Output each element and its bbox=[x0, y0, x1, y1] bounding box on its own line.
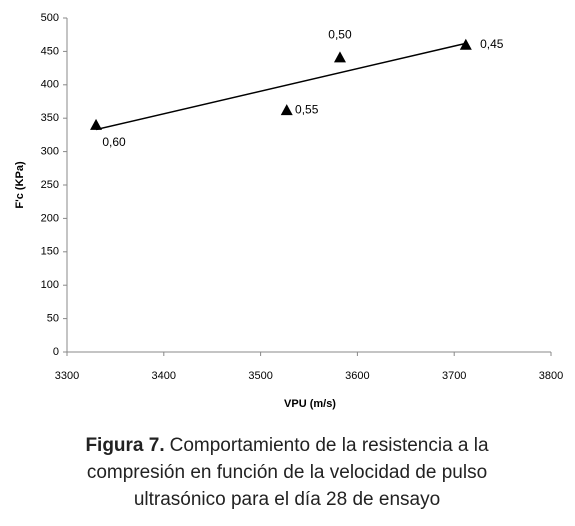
x-tick-label: 3800 bbox=[539, 370, 563, 382]
trend-line bbox=[95, 42, 466, 131]
y-tick-label: 350 bbox=[41, 112, 59, 124]
y-tick-label: 300 bbox=[41, 146, 59, 158]
caption-label: Figura 7. bbox=[85, 435, 164, 456]
y-tick-label: 0 bbox=[53, 346, 59, 358]
point bbox=[333, 51, 346, 63]
x-tick-label: 3300 bbox=[55, 370, 79, 382]
y-tick-label: 250 bbox=[41, 179, 59, 191]
point-label: 0,60 bbox=[102, 135, 126, 149]
y-axis-label: F'c (KPa) bbox=[14, 161, 26, 209]
point bbox=[280, 104, 293, 116]
point-label: 0,45 bbox=[480, 37, 504, 51]
y-tick-label: 200 bbox=[41, 212, 59, 224]
caption-line: compresión en función de la velocidad de… bbox=[87, 462, 487, 483]
caption-text: Comportamiento de la resistencia a la bbox=[170, 435, 489, 456]
caption-line: ultrasónico para el día 28 de ensayo bbox=[134, 489, 440, 510]
x-tick-label: 3400 bbox=[152, 370, 176, 382]
y-tick-label: 500 bbox=[41, 12, 59, 24]
point-label: 0,55 bbox=[295, 102, 319, 116]
y-tick-label: 450 bbox=[41, 45, 59, 57]
x-tick-label: 3700 bbox=[442, 370, 466, 382]
x-tick-label: 3600 bbox=[345, 370, 369, 382]
x-tick-label: 3500 bbox=[248, 370, 272, 382]
y-tick-label: 50 bbox=[47, 313, 59, 325]
caption-line: Figura 7. Comportamiento de la resistenci… bbox=[85, 435, 489, 456]
x-axis-label: VPU (m/s) bbox=[284, 398, 336, 410]
y-tick-label: 400 bbox=[41, 79, 59, 91]
y-tick-label: 150 bbox=[41, 246, 59, 258]
point bbox=[90, 118, 103, 130]
point-label: 0,50 bbox=[328, 28, 352, 42]
y-tick-label: 100 bbox=[41, 279, 59, 291]
point bbox=[459, 38, 472, 50]
